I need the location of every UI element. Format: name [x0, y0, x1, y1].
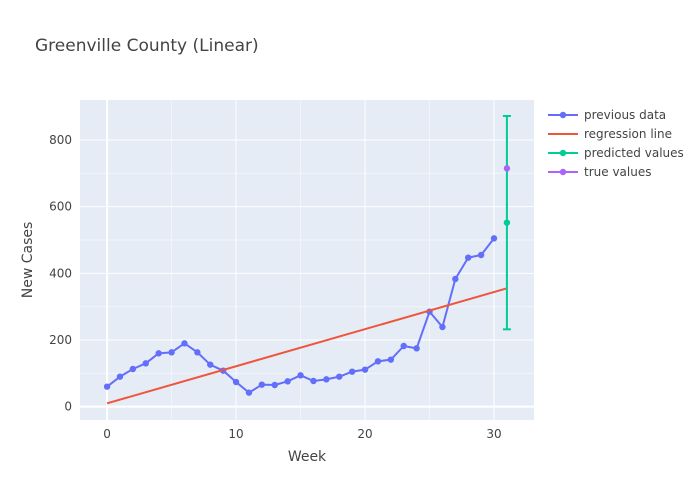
previous-data-point[interactable]: [232, 378, 240, 386]
previous-data-point[interactable]: [452, 275, 459, 283]
previous-data-point[interactable]: [439, 323, 446, 331]
tick-layer: 0 10 20 30 0 200 400 600 800: [49, 133, 502, 441]
previous-data-point[interactable]: [103, 383, 111, 390]
legend-item-previous-data[interactable]: previous data: [548, 108, 666, 122]
x-tick-label: 0: [103, 427, 111, 441]
previous-data-point[interactable]: [477, 251, 485, 259]
y-tick-label: 600: [49, 200, 72, 214]
previous-data-point[interactable]: [207, 361, 214, 368]
data-layer: [103, 115, 511, 405]
previous-data-point[interactable]: [194, 349, 201, 356]
previous-data-point[interactable]: [245, 389, 253, 396]
y-tick-label: 200: [49, 333, 72, 347]
previous-data-point[interactable]: [168, 349, 175, 356]
regression-line-line: [106, 287, 508, 405]
legend-item-true-values[interactable]: true values: [548, 165, 651, 179]
legend-swatch-marker: [559, 111, 567, 119]
previous-data-point[interactable]: [465, 254, 472, 261]
x-tick-label: 30: [486, 427, 501, 441]
legend-label: predicted values: [584, 146, 684, 160]
previous-data-point[interactable]: [490, 235, 498, 242]
legend-swatch-marker: [559, 168, 567, 176]
plot-background: [80, 100, 534, 420]
true-values-point[interactable]: [503, 165, 511, 172]
previous-data-point[interactable]: [129, 365, 137, 373]
previous-data-point[interactable]: [297, 372, 304, 379]
x-tick-label: 10: [228, 427, 243, 441]
y-tick-label: 0: [64, 400, 72, 414]
previous-data-point[interactable]: [310, 377, 317, 385]
chart-title: Greenville County (Linear): [35, 36, 259, 56]
legend-item-regression-line[interactable]: regression line: [548, 127, 672, 141]
y-tick-label: 800: [49, 133, 72, 147]
previous-data-point[interactable]: [142, 360, 149, 367]
legend-label: true values: [584, 165, 651, 179]
grid-layer: [80, 100, 534, 420]
previous-data-point[interactable]: [284, 378, 291, 385]
y-axis-title: New Cases: [20, 222, 36, 299]
predicted-values-point[interactable]: [503, 219, 511, 226]
previous-data-point[interactable]: [323, 376, 330, 383]
y-tick-label: 400: [49, 266, 72, 280]
legend-item-predicted-values[interactable]: predicted values: [548, 146, 684, 160]
previous-data-point[interactable]: [181, 340, 188, 347]
legend-label: regression line: [584, 127, 672, 141]
legend[interactable]: previous data regression line predicted va…: [548, 108, 684, 179]
previous-data-point[interactable]: [155, 350, 162, 357]
previous-data-point[interactable]: [271, 381, 278, 389]
previous-data-point[interactable]: [348, 368, 356, 375]
previous-data-point[interactable]: [361, 366, 369, 373]
x-tick-label: 20: [357, 427, 372, 441]
previous-data-point[interactable]: [413, 345, 420, 352]
legend-swatch-marker: [559, 149, 567, 157]
previous-data-point[interactable]: [258, 381, 266, 388]
previous-data-point[interactable]: [374, 358, 382, 365]
previous-data-point[interactable]: [400, 342, 407, 350]
legend-label: previous data: [584, 108, 666, 122]
previous-data-point[interactable]: [336, 373, 343, 380]
previous-data-point[interactable]: [116, 373, 124, 380]
previous-data-point[interactable]: [387, 356, 395, 363]
x-axis-title: Week: [288, 449, 327, 465]
